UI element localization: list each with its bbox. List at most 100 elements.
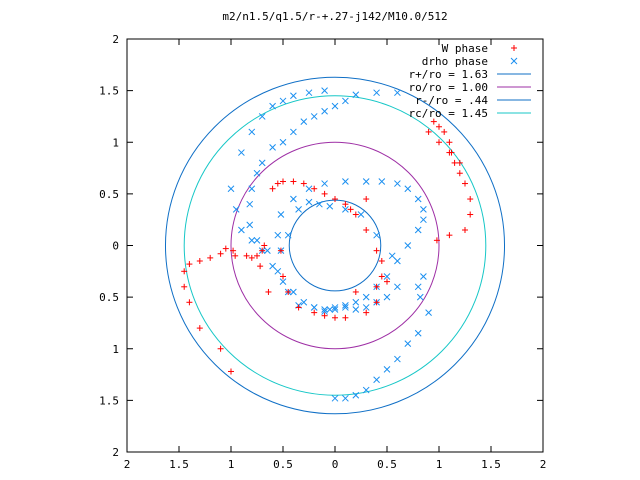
drho-phase-point bbox=[321, 87, 328, 94]
legend-marker bbox=[511, 45, 517, 51]
w-phase-point bbox=[363, 309, 370, 316]
marker-d2 bbox=[342, 302, 349, 309]
w-phase-point bbox=[181, 283, 188, 290]
marker-d2 bbox=[253, 236, 261, 244]
w-phase-point bbox=[321, 312, 328, 319]
marker-d2 bbox=[274, 267, 282, 275]
drho-phase-point bbox=[352, 391, 360, 399]
drho-phase-point bbox=[342, 394, 349, 402]
marker-d2 bbox=[352, 391, 360, 399]
marker-d2 bbox=[357, 211, 365, 218]
w-phase-point bbox=[363, 227, 370, 234]
drho-phase-point bbox=[269, 144, 276, 151]
marker-d2 bbox=[414, 195, 422, 203]
tick-layer: 2 1.5 1 0.5 0 0.5 1 1.5 221.510.500.511.52 bbox=[99, 33, 546, 471]
w-phase-point bbox=[228, 368, 234, 375]
marker-d2 bbox=[394, 257, 401, 265]
marker-d2 bbox=[352, 298, 360, 306]
drho-phase-point bbox=[404, 242, 412, 249]
drho-phase-point bbox=[357, 211, 365, 218]
marker-d2 bbox=[331, 102, 339, 110]
x-tick-label: 0.5 bbox=[273, 458, 293, 471]
marker-d2 bbox=[305, 198, 313, 206]
marker-d2 bbox=[404, 185, 412, 193]
y-tick-label: 1.5 bbox=[99, 85, 119, 98]
drho-phase-point bbox=[258, 159, 266, 167]
drho-phase-point bbox=[316, 200, 323, 208]
marker-d2 bbox=[290, 92, 297, 100]
w-phase-point bbox=[217, 250, 224, 257]
marker-d2 bbox=[425, 309, 432, 316]
marker-d2 bbox=[362, 178, 370, 185]
w-phase-point bbox=[436, 139, 442, 146]
w-phase-point bbox=[332, 314, 338, 321]
drho-phase-point bbox=[284, 231, 292, 239]
circle-layer bbox=[164, 76, 506, 415]
drho-phase-point bbox=[394, 257, 401, 265]
marker-d2 bbox=[331, 306, 339, 313]
w-phase-point bbox=[446, 139, 453, 146]
x-tick-label: 0 bbox=[332, 458, 339, 471]
drho-phase-point bbox=[352, 298, 360, 306]
marker-d2 bbox=[238, 226, 245, 234]
drho-phase-point bbox=[394, 283, 401, 291]
w-phase-point bbox=[373, 247, 380, 254]
marker-d2 bbox=[258, 113, 266, 120]
marker-d2 bbox=[321, 306, 328, 313]
marker-d2 bbox=[394, 283, 401, 291]
w-phase-point bbox=[352, 211, 359, 218]
w-phase-point bbox=[446, 149, 453, 156]
drho-phase-point bbox=[373, 376, 380, 384]
marker-d2 bbox=[321, 87, 328, 94]
marker-d2 bbox=[290, 288, 297, 296]
drho-phase-point bbox=[321, 107, 328, 115]
marker-d2 bbox=[362, 304, 370, 311]
marker-d2 bbox=[248, 185, 256, 193]
w-phase-point bbox=[332, 196, 338, 203]
marker-d2 bbox=[362, 386, 370, 394]
marker-d2 bbox=[290, 195, 297, 203]
w-phase-point bbox=[265, 288, 272, 295]
drho-phase-point bbox=[279, 278, 287, 285]
w-phase-point bbox=[280, 178, 286, 185]
chart-title: m2/n1.5/q1.5/r-+.27-j142/M10.0/512 bbox=[222, 10, 447, 23]
marker-d2 bbox=[331, 304, 339, 311]
marker-d2 bbox=[373, 376, 380, 384]
w-phase-point bbox=[196, 325, 203, 332]
drho-phase-point bbox=[414, 329, 422, 337]
drho-phase-point bbox=[253, 236, 261, 244]
drho-phase-point bbox=[416, 293, 424, 301]
drho-phase-point bbox=[420, 273, 427, 280]
drho-phase-point bbox=[269, 262, 276, 270]
x-tick-label: 1.5 bbox=[169, 458, 189, 471]
drho-phase-point bbox=[290, 128, 297, 136]
marker-d2 bbox=[248, 236, 256, 244]
drho-phase-point bbox=[321, 180, 328, 187]
drho-phase-point bbox=[269, 102, 276, 110]
marker-d2 bbox=[414, 329, 422, 337]
marker-d2 bbox=[416, 293, 424, 301]
marker-d2 bbox=[321, 308, 328, 315]
w-phase-point bbox=[290, 178, 297, 185]
w-phase-point bbox=[285, 288, 292, 295]
y-tick-label: 1.5 bbox=[99, 394, 119, 407]
drho-phase-point bbox=[326, 202, 334, 210]
marker-d2 bbox=[290, 128, 297, 136]
w-phase-point bbox=[352, 288, 359, 295]
drho-phase-point bbox=[295, 206, 302, 213]
drho-phase-point bbox=[414, 226, 422, 234]
drho-phase-point bbox=[279, 138, 287, 146]
y-tick-label: 0.5 bbox=[99, 291, 119, 304]
drho-phase-point bbox=[414, 283, 422, 291]
circle-r+-series bbox=[164, 76, 506, 415]
marker-d2 bbox=[232, 206, 240, 213]
marker-d2 bbox=[510, 57, 518, 65]
marker-d2 bbox=[378, 178, 386, 185]
marker-d2 bbox=[394, 180, 401, 187]
w-phase-point bbox=[257, 263, 264, 270]
drho-phase-point bbox=[321, 308, 328, 315]
circle-ro-series bbox=[230, 141, 440, 350]
drho-phase-point bbox=[362, 386, 370, 394]
x-tick-label: 1.5 bbox=[481, 458, 501, 471]
drho-phase-point bbox=[394, 89, 401, 97]
